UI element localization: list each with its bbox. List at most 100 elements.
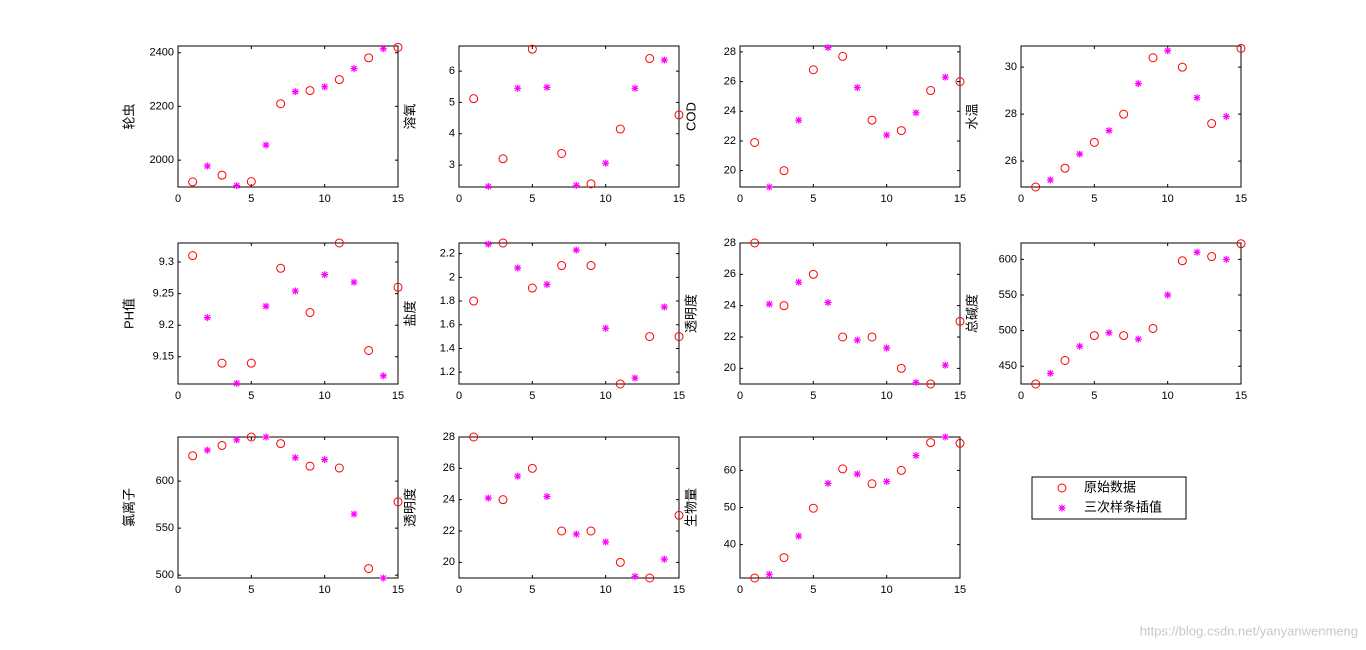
star-marker (291, 88, 299, 96)
circle-marker (926, 379, 936, 389)
axes-box (177, 436, 399, 579)
circle-marker (498, 238, 508, 248)
star-marker (765, 570, 773, 578)
star-marker (795, 278, 803, 286)
circle-marker (615, 557, 625, 567)
star-marker (631, 374, 639, 382)
circle-marker (779, 166, 789, 176)
circle-marker (867, 332, 877, 342)
star-marker (350, 510, 358, 518)
subplot: 0 5 10 15 40 50 60 生物量 (683, 436, 966, 596)
x-tick-label: 10 (1162, 193, 1174, 205)
circle-marker (808, 269, 818, 279)
axes-box (458, 436, 680, 579)
star-marker (1164, 47, 1172, 55)
y-tick-label: 20 (443, 556, 455, 568)
x-tick-label: 0 (737, 193, 743, 205)
star-marker (1222, 255, 1230, 263)
y-tick-label: 26 (1005, 155, 1017, 167)
axes-box (1020, 242, 1242, 385)
y-tick-label: 26 (443, 462, 455, 474)
star-marker (1105, 127, 1113, 135)
x-tick-label: 5 (248, 390, 254, 402)
legend-label: 三次样条插值 (1084, 499, 1162, 514)
x-tick-label: 10 (319, 390, 331, 402)
star-marker (262, 433, 270, 441)
y-tick-label: 1.4 (440, 342, 455, 354)
x-tick-label: 5 (1091, 193, 1097, 205)
x-tick-label: 10 (600, 584, 612, 596)
star-marker (602, 538, 610, 546)
y-tick-label: 24 (724, 105, 736, 117)
x-tick-label: 0 (175, 193, 181, 205)
x-tick-label: 0 (737, 390, 743, 402)
star-marker (572, 181, 580, 189)
x-tick-label: 0 (456, 193, 462, 205)
x-tick-label: 5 (810, 584, 816, 596)
y-tick-label: 24 (443, 494, 455, 506)
star-marker (321, 456, 329, 464)
circle-marker (896, 126, 906, 136)
subplot: 0 5 10 15 20 22 24 26 28 透明度 (402, 431, 685, 596)
star-marker (262, 141, 270, 149)
circle-marker (557, 148, 567, 158)
circle-marker (1207, 252, 1217, 262)
circle-marker (779, 553, 789, 563)
star-marker (765, 300, 773, 308)
x-tick-label: 0 (456, 584, 462, 596)
circle-marker (955, 77, 965, 87)
circle-marker (838, 464, 848, 474)
star-marker (853, 84, 861, 92)
star-marker (660, 56, 668, 64)
star-marker (912, 452, 920, 460)
star-marker (484, 182, 492, 190)
x-tick-label: 10 (319, 584, 331, 596)
x-tick-label: 5 (529, 584, 535, 596)
y-tick-label: 1.6 (440, 319, 455, 331)
subplot: 0 5 10 15 1.2 1.4 1.6 1.8 2 2.2 盐度 (402, 242, 685, 402)
x-tick-label: 5 (810, 390, 816, 402)
circle-marker (1207, 119, 1217, 129)
y-tick-label: 500 (999, 324, 1017, 336)
circle-marker (498, 495, 508, 505)
circle-marker (305, 86, 315, 96)
circle-marker (276, 263, 286, 273)
x-tick-label: 10 (881, 193, 893, 205)
y-tick-label: 3 (449, 159, 455, 171)
circle-marker (188, 177, 198, 187)
y-tick-label: 2000 (150, 154, 174, 166)
y-axis-label: 总碱度 (964, 294, 979, 333)
circle-marker (867, 479, 877, 489)
y-tick-label: 2.2 (440, 248, 455, 260)
x-tick-label: 5 (248, 584, 254, 596)
circle-marker (926, 438, 936, 448)
x-tick-label: 15 (1235, 390, 1247, 402)
circle-marker (1119, 109, 1129, 119)
y-tick-label: 40 (724, 539, 736, 551)
y-axis-label: PH值 (121, 298, 136, 329)
y-axis-label: 氯离子 (121, 488, 136, 527)
y-axis-label: 盐度 (402, 300, 417, 326)
y-tick-label: 28 (724, 46, 736, 58)
star-marker (941, 73, 949, 81)
star-marker (543, 83, 551, 91)
star-marker (379, 574, 387, 582)
x-tick-label: 15 (673, 390, 685, 402)
star-marker (543, 280, 551, 288)
y-axis-label: 透明度 (683, 294, 698, 333)
circle-marker (334, 238, 344, 248)
circle-marker (527, 44, 537, 54)
circle-marker (1060, 356, 1070, 365)
axes-box (177, 242, 399, 385)
legend-label: 原始数据 (1084, 479, 1136, 494)
star-marker (912, 109, 920, 117)
y-tick-label: 26 (724, 76, 736, 88)
y-axis-label: 溶氧 (402, 103, 417, 129)
circle-marker (674, 510, 684, 520)
circle-marker (217, 358, 227, 368)
star-marker (514, 472, 522, 480)
circle-marker (615, 379, 625, 389)
circle-marker (808, 65, 818, 75)
